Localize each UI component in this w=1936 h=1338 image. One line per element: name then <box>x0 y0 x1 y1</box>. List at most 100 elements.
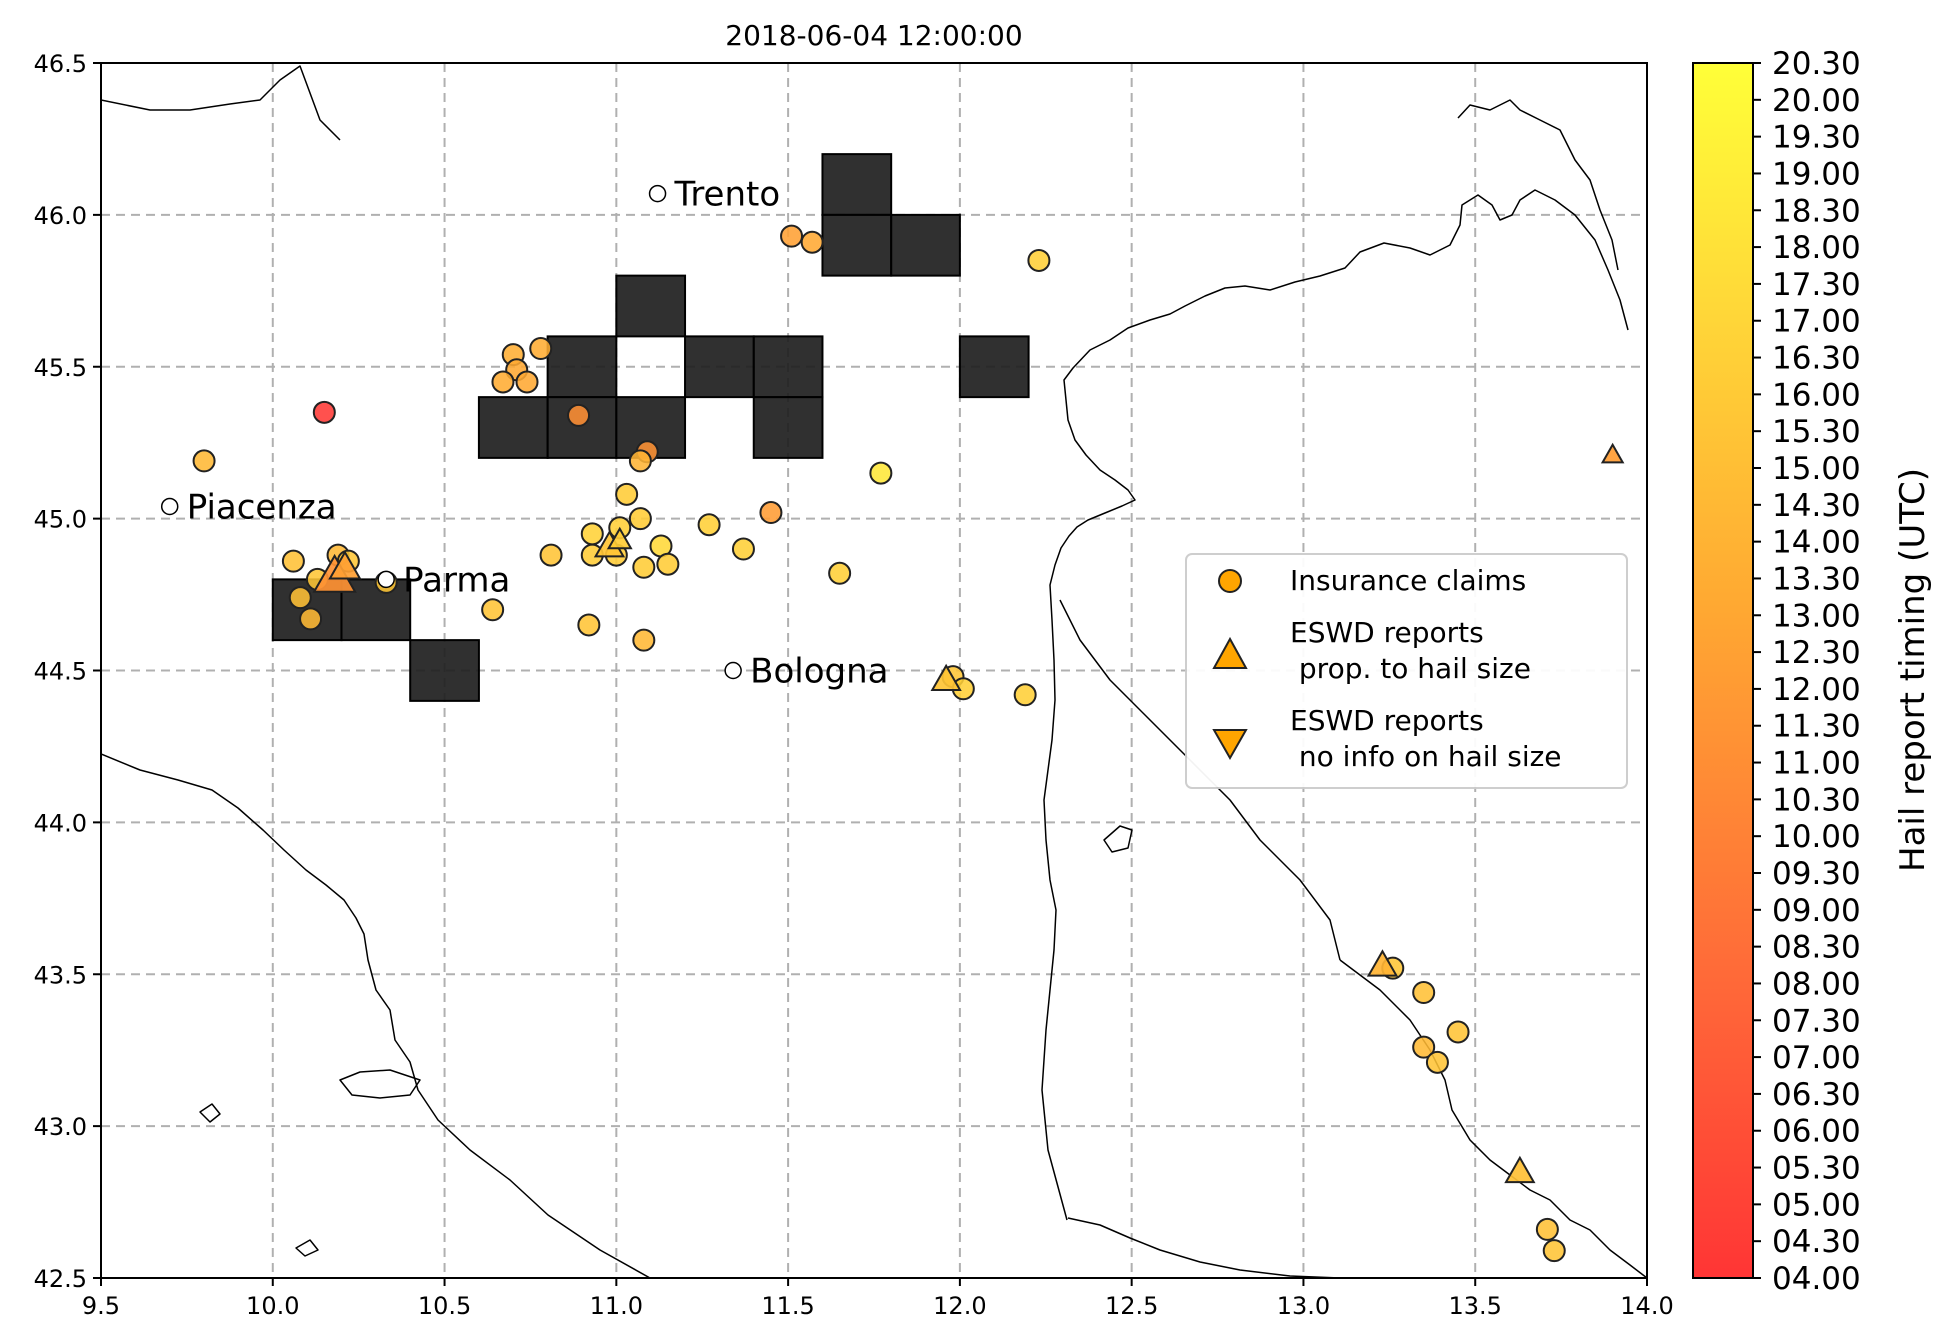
x-tick-label: 13.5 <box>1449 1292 1502 1320</box>
map-title: 2018-06-04 12:00:00 <box>725 19 1022 52</box>
colorbar-ticks: 04.0004.3005.0005.3006.0006.3007.0007.30… <box>1753 46 1861 1297</box>
eswd-report-triangle <box>1600 442 1625 464</box>
colorbar-tick-label: 11.30 <box>1772 709 1861 745</box>
colorbar-tick-label: 19.00 <box>1772 156 1861 192</box>
insurance-claim-point <box>1013 683 1037 707</box>
colorbar-tick-label: 04.30 <box>1772 1224 1861 1260</box>
colorbar-tick-label: 17.30 <box>1772 267 1861 303</box>
insurance-claim-point <box>1535 1217 1559 1241</box>
insurance-claim-point <box>1027 248 1051 272</box>
insurance-claim-point <box>632 555 656 579</box>
x-tick-label: 13.0 <box>1277 1292 1330 1320</box>
legend-eswd-nosize-label-1: ESWD reports <box>1290 704 1484 737</box>
y-tick-label: 45.0 <box>34 506 87 534</box>
legend-triangle-down-icon <box>1212 729 1248 761</box>
y-tick-label: 44.0 <box>34 809 87 837</box>
insurance-claim-point <box>539 543 563 567</box>
colorbar-tick-label: 06.30 <box>1772 1077 1861 1113</box>
hail-grid-cell <box>752 396 824 459</box>
colorbar-tick-label: 19.30 <box>1772 120 1861 156</box>
city-label: Trento <box>674 175 781 215</box>
cities: Trento Piacenza Parma Bologna <box>160 175 888 692</box>
insurance-claim-point <box>632 628 656 652</box>
colorbar-gradient <box>1692 62 1754 1279</box>
colorbar-tick-label: 20.30 <box>1772 46 1861 82</box>
eswd-report-triangle <box>328 550 362 580</box>
colorbar-tick-label: 18.00 <box>1772 230 1861 266</box>
hail-grid-cell <box>684 335 755 399</box>
colorbar-tick-label: 08.30 <box>1772 930 1861 966</box>
island-small-2 <box>1103 825 1133 853</box>
legend-insurance-label: Insurance claims <box>1290 564 1526 597</box>
insurance-claim-point <box>481 598 505 622</box>
legend-box <box>1185 553 1628 789</box>
eswd-report-triangle <box>1504 1155 1536 1184</box>
colorbar-tick-label: 09.00 <box>1772 893 1861 929</box>
eswd-report-triangle <box>1366 949 1399 977</box>
colorbar-tick-label: 09.30 <box>1772 856 1861 892</box>
insurance-claim-point <box>1412 980 1436 1004</box>
hail-grid-cell <box>821 153 893 216</box>
insurance-claim-point <box>515 370 539 394</box>
colorbar-tick-label: 12.30 <box>1772 635 1861 671</box>
colorbar-tick-label: 14.30 <box>1772 488 1861 524</box>
insurance-claim-point <box>1425 1050 1449 1074</box>
y-tick-label: 46.0 <box>34 202 87 230</box>
y-tick-label: 46.5 <box>34 50 87 78</box>
eswd-report-triangle <box>606 526 633 550</box>
coastline-gulf-top <box>101 65 341 141</box>
legend-eswd-size-label-1: ESWD reports <box>1290 616 1484 649</box>
colorbar-tick-label: 06.00 <box>1772 1114 1861 1150</box>
city-marker <box>724 661 742 680</box>
insurance-claim-point <box>491 370 515 394</box>
city-label: Piacenza <box>187 487 337 527</box>
colorbar-tick-label: 08.00 <box>1772 966 1861 1002</box>
insurance-claim-point <box>759 501 783 525</box>
x-tick-label: 10.0 <box>246 1292 299 1320</box>
x-tick-label: 12.5 <box>1105 1292 1158 1320</box>
legend: Insurance claims ESWD reports prop. to h… <box>1185 553 1628 789</box>
insurance-claim-point <box>656 552 680 576</box>
colorbar: 04.0004.3005.0005.3006.0006.3007.0007.30… <box>1692 46 1933 1297</box>
x-tick-label: 11.0 <box>590 1292 643 1320</box>
colorbar-tick-label: 07.00 <box>1772 1040 1861 1076</box>
colorbar-tick-label: 10.00 <box>1772 819 1861 855</box>
insurance-claim-point <box>1542 1239 1566 1263</box>
insurance-claim-point <box>288 586 312 610</box>
city-marker <box>160 497 179 516</box>
hail-grid-cell <box>821 213 893 277</box>
insurance-claim-point <box>800 230 824 254</box>
city-marker <box>648 184 667 203</box>
x-tick-label: 14.0 <box>1620 1292 1673 1320</box>
legend-triangle-up-icon <box>1212 636 1248 669</box>
colorbar-tick-label: 10.30 <box>1772 782 1861 818</box>
eswd-report-triangle <box>930 663 962 692</box>
grid-cells <box>271 153 1030 702</box>
insurance-claim-point <box>628 449 652 473</box>
hail-grid-cell <box>752 335 824 399</box>
colorbar-tick-label: 12.00 <box>1772 672 1861 708</box>
colorbar-tick-label: 14.00 <box>1772 525 1861 561</box>
hail-grid-cell <box>958 335 1030 399</box>
eswd-reports <box>312 442 1625 1184</box>
colorbar-tick-label: 16.00 <box>1772 377 1861 413</box>
x-axis: 9.5 10.0 10.5 11.0 11.5 12.0 12.5 13.0 13.5 14.0 <box>82 1278 1674 1320</box>
hail-grid-cell <box>890 213 961 277</box>
island-small-3 <box>295 1239 319 1257</box>
colorbar-tick-label: 17.00 <box>1772 304 1861 340</box>
colorbar-tick-label: 16.30 <box>1772 341 1861 377</box>
insurance-claim-point <box>580 522 604 546</box>
coastline-trieste <box>1457 99 1619 271</box>
hail-grid-cell <box>546 335 618 399</box>
insurance-claim-point <box>828 561 852 585</box>
insurance-claim-point <box>780 224 804 248</box>
island-small-1 <box>199 1103 221 1123</box>
y-tick-label: 43.5 <box>34 961 87 989</box>
colorbar-tick-label: 15.30 <box>1772 414 1861 450</box>
insurance-claim-point <box>869 461 893 485</box>
city-label: Parma <box>403 560 510 600</box>
colorbar-tick-label: 13.00 <box>1772 598 1861 634</box>
insurance-claim-point <box>697 513 721 537</box>
colorbar-tick-label: 05.00 <box>1772 1187 1861 1223</box>
